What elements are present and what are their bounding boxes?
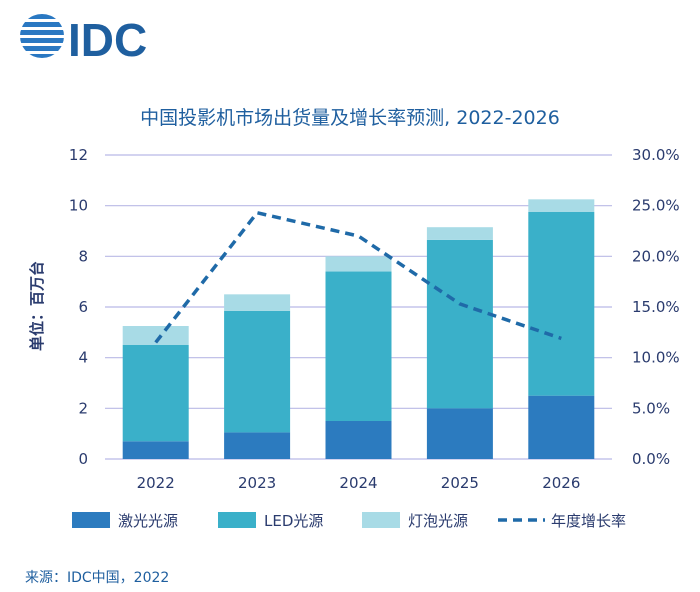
bar-segment — [528, 199, 595, 212]
y2-axis-ticks: 0.0% 5.0% 10.0% 15.0% 20.0% 25.0% 30.0% — [632, 146, 680, 468]
bar-segment — [426, 239, 493, 409]
legend-swatch — [218, 512, 256, 528]
bar-segment — [325, 271, 392, 421]
x-tick-label: 2023 — [238, 474, 276, 492]
bars — [122, 199, 595, 459]
bar-segment — [426, 227, 493, 240]
x-tick-label: 2024 — [339, 474, 377, 492]
growth-rate-line — [154, 210, 562, 344]
bar-segment — [122, 441, 189, 459]
x-axis-ticks: 2022 2023 2024 2025 2026 — [137, 474, 581, 492]
legend-label: LED光源 — [264, 512, 323, 530]
bar-segment — [224, 294, 291, 311]
bar-segment — [426, 408, 493, 459]
y-tick-label: 4 — [78, 349, 88, 367]
y2-tick-label: 20.0% — [632, 247, 680, 265]
y-tick-label: 10 — [69, 197, 88, 215]
legend-label: 灯泡光源 — [408, 512, 468, 530]
legend-label: 激光光源 — [118, 512, 178, 530]
idc-logo: IDC — [20, 14, 147, 66]
x-tick-label: 2025 — [441, 474, 479, 492]
y-tick-label: 12 — [69, 146, 88, 164]
bar-segment — [528, 395, 595, 459]
legend-label: 年度增长率 — [551, 512, 626, 530]
bar-segment — [122, 326, 189, 345]
legend-swatch — [72, 512, 110, 528]
growth-line — [154, 210, 562, 344]
y2-tick-label: 15.0% — [632, 298, 680, 316]
y2-tick-label: 25.0% — [632, 197, 680, 215]
y-axis-ticks: 0 2 4 6 8 10 12 — [69, 146, 88, 468]
y-tick-label: 2 — [78, 399, 88, 417]
legend: 激光光源 LED光源 灯泡光源 年度增长率 — [72, 512, 626, 530]
y2-tick-label: 10.0% — [632, 349, 680, 367]
bar-segment — [224, 310, 291, 433]
bar-segment — [122, 345, 189, 442]
bar-segment — [224, 432, 291, 459]
bar-segment — [325, 421, 392, 459]
bar-segment — [528, 212, 595, 396]
y-tick-label: 8 — [78, 247, 88, 265]
y-tick-label: 6 — [78, 298, 88, 316]
y2-tick-label: 30.0% — [632, 146, 680, 164]
logo-text: IDC — [68, 14, 147, 66]
chart-title: 中国投影机市场出货量及增长率预测, 2022-2026 — [140, 107, 560, 129]
globe-logo-icon — [20, 14, 64, 58]
x-tick-label: 2026 — [542, 474, 580, 492]
bar-segment — [325, 256, 392, 272]
source-note: 来源：IDC中国，2022 — [25, 570, 169, 586]
y2-tick-label: 0.0% — [632, 450, 670, 468]
y-axis-label: 单位：百万台 — [28, 261, 46, 351]
y2-tick-label: 5.0% — [632, 399, 670, 417]
y-tick-label: 0 — [78, 450, 88, 468]
x-tick-label: 2022 — [137, 474, 175, 492]
legend-swatch — [362, 512, 400, 528]
